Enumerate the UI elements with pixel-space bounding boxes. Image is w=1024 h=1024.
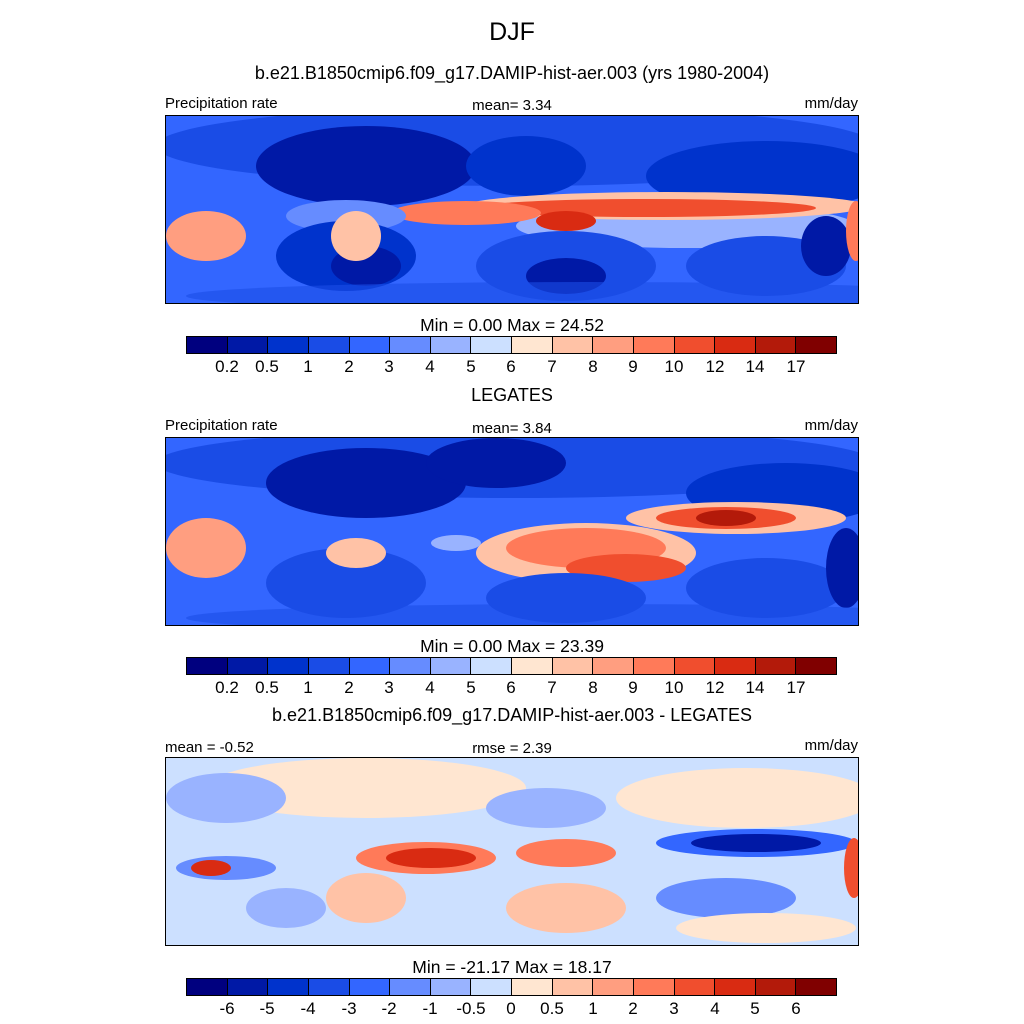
colorbar-tick: 2 (628, 999, 638, 1018)
colorbar-tick: 4 (425, 678, 435, 697)
colorbar-tick: 1 (303, 678, 313, 697)
colorbar-tick: 8 (588, 357, 598, 376)
colorbar-tick: 6 (506, 357, 516, 376)
colorbar-tick: 9 (628, 357, 638, 376)
panel-1-colorbar-ticks: 0.2 0.5 1 2 3 4 5 6 7 8 9 10 12 14 17 (0, 357, 1024, 379)
colorbar-tick: 12 (705, 357, 725, 376)
colorbar-tick: 10 (664, 357, 684, 376)
panel-2-field (166, 438, 858, 625)
panel-3-field (166, 758, 858, 945)
colorbar-tick: 17 (786, 357, 806, 376)
colorbar-tick: 0.5 (255, 357, 279, 376)
colorbar-tick: 6 (506, 678, 516, 697)
panel-1-field (166, 116, 858, 303)
panel-1-colorbar (186, 336, 837, 354)
colorbar-tick: 14 (745, 678, 765, 697)
colorbar-tick: 12 (705, 678, 725, 697)
panel-2-map (165, 437, 859, 626)
panel-3-rmse-label: rmse = 2.39 (472, 740, 552, 757)
colorbar-tick: -3 (341, 999, 357, 1018)
panel-2-left-label: Precipitation rate (165, 417, 278, 434)
panel-1-left-label: Precipitation rate (165, 95, 278, 112)
colorbar-tick: 1 (588, 999, 598, 1018)
colorbar-tick: -2 (381, 999, 397, 1018)
colorbar-tick: 3 (384, 678, 394, 697)
colorbar-tick: 2 (344, 357, 354, 376)
panel-2-units-label: mm/day (804, 417, 858, 434)
colorbar-tick: 4 (425, 357, 435, 376)
colorbar-tick: 9 (628, 678, 638, 697)
panel-2-minmax: Min = 0.00 Max = 23.39 (420, 636, 604, 656)
colorbar-tick: 0.2 (215, 678, 239, 697)
panel-2-title: LEGATES (471, 385, 553, 405)
panel-1-units-label: mm/day (804, 95, 858, 112)
panel-2-colorbar (186, 657, 837, 675)
colorbar-tick: -1 (422, 999, 438, 1018)
colorbar-tick: 10 (664, 678, 684, 697)
colorbar-tick: -0.5 (456, 999, 486, 1018)
colorbar-tick: 1 (303, 357, 313, 376)
colorbar-tick: 3 (384, 357, 394, 376)
colorbar-tick: 4 (710, 999, 720, 1018)
colorbar-tick: 2 (344, 678, 354, 697)
panel-3-units-label: mm/day (804, 737, 858, 754)
colorbar-tick: 0 (506, 999, 516, 1018)
colorbar-tick: 6 (791, 999, 801, 1018)
panel-2-colorbar-ticks: 0.2 0.5 1 2 3 4 5 6 7 8 9 10 12 14 17 (0, 678, 1024, 700)
colorbar-tick: 7 (547, 678, 557, 697)
panel-1-title: b.e21.B1850cmip6.f09_g17.DAMIP-hist-aer.… (254, 63, 770, 83)
panel-3-colorbar-ticks: -6 -5 -4 -3 -2 -1 -0.5 0 0.5 1 2 3 4 5 6 (0, 999, 1024, 1021)
colorbar-tick: 0.5 (255, 678, 279, 697)
panel-3-map (165, 757, 859, 946)
panel-3-title: b.e21.B1850cmip6.f09_g17.DAMIP-hist-aer.… (272, 705, 752, 725)
page-title: DJF (489, 18, 535, 46)
colorbar-tick: 8 (588, 678, 598, 697)
colorbar-tick: 14 (745, 357, 765, 376)
colorbar-tick: 0.5 (540, 999, 564, 1018)
colorbar-tick: 5 (466, 357, 476, 376)
colorbar-tick: 3 (669, 999, 679, 1018)
colorbar-tick: -6 (219, 999, 235, 1018)
panel-1-map (165, 115, 859, 304)
colorbar-tick: 7 (547, 357, 557, 376)
colorbar-tick: 0.2 (215, 357, 239, 376)
colorbar-tick: -5 (259, 999, 275, 1018)
panel-3-mean-label: mean = -0.52 (165, 739, 254, 756)
colorbar-tick: 5 (466, 678, 476, 697)
panel-2-mean-label: mean= 3.84 (472, 420, 552, 437)
colorbar-tick: 17 (786, 678, 806, 697)
colorbar-tick: 5 (750, 999, 760, 1018)
panel-3-colorbar (186, 978, 837, 996)
panel-1-mean-label: mean= 3.34 (472, 97, 552, 114)
panel-1-minmax: Min = 0.00 Max = 24.52 (420, 315, 604, 335)
panel-3-minmax: Min = -21.17 Max = 18.17 (412, 957, 612, 977)
colorbar-tick: -4 (300, 999, 316, 1018)
